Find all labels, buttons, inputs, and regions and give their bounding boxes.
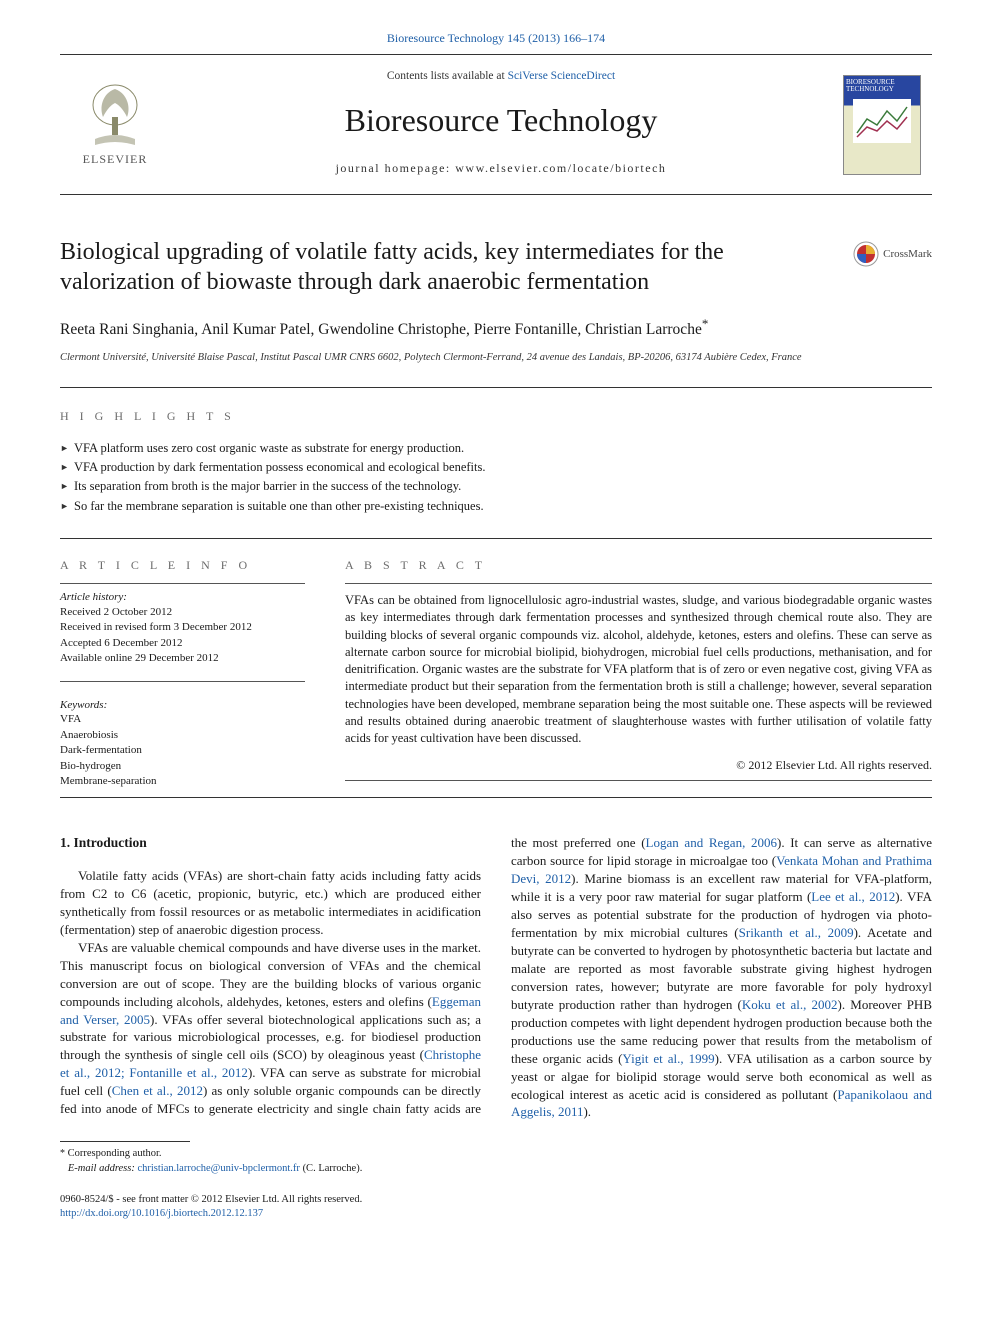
journal-homepage: journal homepage: www.elsevier.com/locat… (170, 160, 832, 176)
citation-link[interactable]: Chen et al., 2012 (112, 1083, 203, 1098)
abstract-text: VFAs can be obtained from lignocellulosi… (345, 592, 932, 747)
sciencedirect-link[interactable]: SciVerse ScienceDirect (508, 70, 616, 82)
affiliation: Clermont Université, Université Blaise P… (60, 351, 932, 365)
email-suffix: (C. Larroche). (303, 1163, 363, 1174)
citation-link[interactable]: Yigit et al., 1999 (622, 1051, 714, 1066)
citation-link[interactable]: Bioresource Technology 145 (2013) 166–17… (387, 31, 605, 45)
highlight-item: So far the membrane separation is suitab… (60, 497, 932, 516)
highlights-label: H I G H L I G H T S (60, 408, 932, 424)
crossmark-badge[interactable]: CrossMark (853, 241, 932, 267)
keyword: Anaerobiosis (60, 728, 305, 743)
article-info-col: A R T I C L E I N F O Article history: R… (60, 557, 305, 789)
highlight-item: VFA platform uses zero cost organic wast… (60, 439, 932, 458)
issn-line: 0960-8524/$ - see front matter © 2012 El… (60, 1193, 932, 1208)
email-link[interactable]: christian.larroche@univ-bpclermont.fr (137, 1163, 299, 1174)
abstract-copyright: © 2012 Elsevier Ltd. All rights reserved… (345, 757, 932, 773)
abstract-col: A B S T R A C T VFAs can be obtained fro… (345, 557, 932, 789)
article-info-label: A R T I C L E I N F O (60, 557, 305, 573)
journal-title: Bioresource Technology (170, 99, 832, 142)
abstract-label: A B S T R A C T (345, 557, 932, 573)
corr-star: * (60, 1148, 65, 1159)
journal-cover-thumb: BIORESOURCE TECHNOLOGY (843, 75, 921, 175)
history-head: Article history: (60, 590, 305, 605)
contents-line: Contents lists available at SciVerse Sci… (170, 69, 832, 85)
citation-link[interactable]: Koku et al., 2002 (742, 997, 838, 1012)
corresponding-footnote: * Corresponding author. (60, 1147, 480, 1162)
highlights-list: VFA platform uses zero cost organic wast… (60, 439, 932, 517)
highlight-item: VFA production by dark fermentation poss… (60, 458, 932, 477)
history-line: Received in revised form 3 December 2012 (60, 620, 305, 635)
rule (60, 538, 932, 539)
cover-title: BIORESOURCE TECHNOLOGY (844, 76, 920, 94)
section-heading: 1. Introduction (60, 834, 481, 853)
authors: Reeta Rani Singhania, Anil Kumar Patel, … (60, 315, 932, 341)
email-label: E-mail address: (68, 1163, 135, 1174)
article-title: Biological upgrading of volatile fatty a… (60, 237, 833, 297)
masthead-center: Contents lists available at SciVerse Sci… (170, 55, 832, 194)
corr-label: Corresponding author. (68, 1148, 162, 1159)
full-rule (60, 797, 932, 798)
keyword: VFA (60, 712, 305, 727)
text-run: VFAs are valuable chemical compounds and… (60, 940, 481, 1009)
cover-graph-icon (853, 99, 911, 143)
keyword: Dark-fermentation (60, 743, 305, 758)
cover-block: BIORESOURCE TECHNOLOGY (832, 63, 932, 187)
publisher-name: ELSEVIER (83, 151, 148, 167)
elsevier-tree-icon (84, 83, 146, 149)
citation-link[interactable]: Srikanth et al., 2009 (739, 925, 854, 940)
citation-link[interactable]: Lee et al., 2012 (811, 889, 895, 904)
text-run: ). (583, 1104, 591, 1119)
rule (60, 387, 932, 388)
footnote-block: * Corresponding author. E-mail address: … (60, 1141, 480, 1176)
citation-link[interactable]: Logan and Regan, 2006 (646, 835, 777, 850)
body-columns: 1. Introduction Volatile fatty acids (VF… (60, 834, 932, 1121)
authors-list: Reeta Rani Singhania, Anil Kumar Patel, … (60, 321, 702, 338)
publisher-block: ELSEVIER (60, 63, 170, 187)
keyword: Membrane-separation (60, 774, 305, 789)
top-citation: Bioresource Technology 145 (2013) 166–17… (0, 0, 992, 54)
masthead: ELSEVIER Contents lists available at Sci… (60, 54, 932, 195)
keyword: Bio-hydrogen (60, 759, 305, 774)
email-footnote: E-mail address: christian.larroche@univ-… (60, 1162, 480, 1177)
doi-link[interactable]: http://dx.doi.org/10.1016/j.biortech.201… (60, 1207, 932, 1222)
body-paragraph: Volatile fatty acids (VFAs) are short-ch… (60, 867, 481, 939)
bottom-block: 0960-8524/$ - see front matter © 2012 El… (60, 1193, 932, 1222)
history-line: Available online 29 December 2012 (60, 651, 305, 666)
footnote-rule (60, 1141, 190, 1142)
crossmark-label: CrossMark (883, 247, 932, 262)
corr-mark: * (702, 316, 709, 331)
crossmark-icon (853, 241, 879, 267)
history-line: Accepted 6 December 2012 (60, 636, 305, 651)
highlight-item: Its separation from broth is the major b… (60, 477, 932, 496)
keywords-head: Keywords: (60, 698, 305, 713)
history-line: Received 2 October 2012 (60, 605, 305, 620)
contents-prefix: Contents lists available at (387, 70, 508, 82)
